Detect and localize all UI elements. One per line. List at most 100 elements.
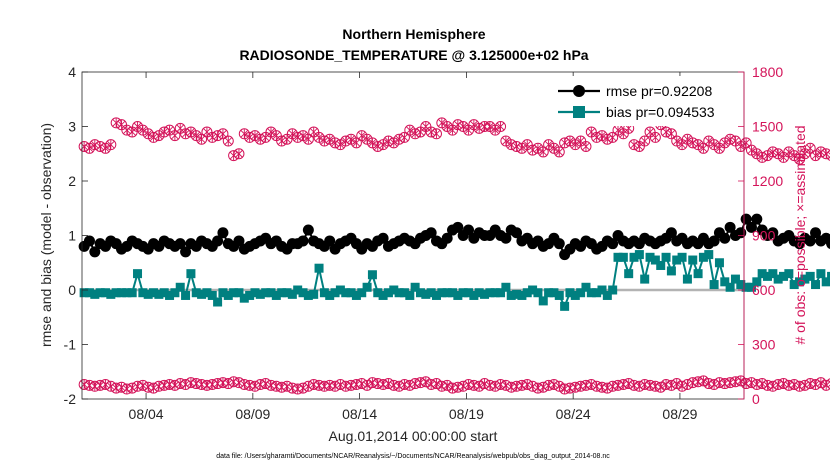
obs-assimilated-point — [144, 129, 153, 139]
bias-point — [682, 274, 692, 284]
obs-assimilated-point — [518, 143, 526, 153]
obs-assimilated-point — [779, 379, 788, 389]
obs-assimilated-point — [187, 127, 195, 137]
bias-point — [811, 280, 821, 290]
obs-assimilated-point — [347, 134, 355, 144]
bias-point — [672, 255, 682, 265]
obs-assimilated-point — [304, 134, 313, 144]
obs-assimilated-point — [822, 380, 830, 390]
obs-assimilated-point — [710, 379, 718, 389]
obs-assimilated-point — [608, 132, 617, 142]
obs-assimilated-point — [224, 379, 233, 389]
bias-point — [90, 289, 100, 299]
bias-point — [357, 288, 367, 298]
x-tick-label: 08/29 — [662, 406, 697, 422]
bias-point — [287, 289, 297, 299]
bias-point — [789, 280, 799, 290]
bias-point — [565, 288, 575, 298]
bias-point — [431, 290, 441, 300]
obs-assimilated-point — [389, 138, 398, 148]
x-tick-label: 08/24 — [556, 406, 591, 422]
bias-point — [293, 285, 303, 295]
obs-assimilated-point — [363, 380, 371, 390]
bias-point — [597, 285, 607, 295]
obs-assimilated-point — [817, 378, 825, 388]
obs-assimilated-point — [539, 382, 548, 392]
bias-point — [175, 282, 185, 292]
bias-point — [453, 290, 463, 300]
bias-point — [154, 289, 164, 299]
rmse-point — [180, 246, 192, 258]
obs-assimilated-point — [769, 381, 777, 391]
obs-assimilated-point — [85, 143, 94, 153]
obs-assimilated-point — [480, 379, 489, 389]
bias-point — [827, 271, 830, 281]
obs-assimilated-point — [491, 125, 500, 135]
bias-point — [544, 288, 554, 298]
bias-point — [490, 288, 500, 298]
obs-assimilated-point — [656, 382, 665, 392]
bias-point — [325, 290, 335, 300]
bias-point — [656, 260, 666, 270]
obs-possible-point — [222, 135, 234, 147]
bias-point — [608, 285, 618, 295]
obs-assimilated-point — [267, 127, 275, 137]
obs-assimilated-point — [699, 376, 708, 386]
obs-assimilated-point — [96, 141, 104, 151]
obs-assimilated-point — [790, 151, 799, 161]
obs-assimilated-point — [90, 140, 99, 150]
bias-point — [197, 289, 207, 299]
obs-assimilated-point — [763, 151, 772, 161]
bias-point — [677, 252, 687, 262]
obs-assimilated-point — [817, 147, 825, 157]
bias-point — [362, 282, 372, 292]
obs-assimilated-point — [293, 132, 302, 142]
bias-point — [250, 288, 260, 298]
bias-point — [181, 290, 191, 300]
y-tick-label: -1 — [64, 337, 77, 353]
obs-assimilated-point — [491, 381, 500, 391]
obs-assimilated-point — [635, 381, 644, 391]
obs-assimilated-point — [240, 129, 249, 139]
obs-assimilated-point — [101, 379, 110, 389]
bias-point — [795, 277, 805, 287]
bias-point — [149, 288, 159, 298]
obs-assimilated-point — [774, 149, 782, 159]
bias-point — [736, 280, 746, 290]
obs-assimilated-point — [277, 136, 286, 146]
obs-assimilated-point — [160, 127, 169, 137]
bias-point — [314, 263, 324, 273]
rmse-point — [511, 227, 523, 239]
y-tick-label: 2 — [68, 173, 76, 189]
obs-possible-point — [649, 131, 661, 143]
rmse-point — [425, 227, 437, 239]
bias-point — [245, 290, 255, 300]
obs-assimilated-point — [304, 381, 313, 391]
bias-point — [367, 270, 377, 280]
obs-assimilated-point — [678, 381, 686, 391]
obs-assimilated-point — [736, 141, 745, 151]
rmse-point — [324, 235, 336, 247]
bias-point — [442, 288, 452, 298]
y-axis-label: rmse and bias (model - observation) — [38, 123, 54, 347]
obs-assimilated-point — [475, 123, 484, 133]
bias-point — [335, 285, 345, 295]
obs-assimilated-point — [107, 140, 115, 150]
rmse-point — [665, 227, 677, 239]
obs-assimilated-point — [224, 136, 233, 146]
obs-assimilated-point — [331, 381, 339, 391]
rmse-point — [740, 213, 752, 225]
legend-bias-label: bias pr=0.094533 — [606, 104, 715, 120]
obs-assimilated-point — [550, 379, 558, 389]
bias-point — [554, 290, 564, 300]
obs-assimilated-point — [801, 380, 809, 390]
obs-assimilated-point — [438, 118, 446, 128]
obs-assimilated-point — [624, 379, 633, 389]
obs-assimilated-point — [704, 136, 713, 146]
obs-assimilated-point — [486, 122, 494, 131]
rmse-point — [302, 224, 314, 236]
obs-assimilated-point — [112, 118, 120, 128]
obs-assimilated-point — [443, 122, 451, 131]
obs-assimilated-point — [475, 381, 484, 391]
